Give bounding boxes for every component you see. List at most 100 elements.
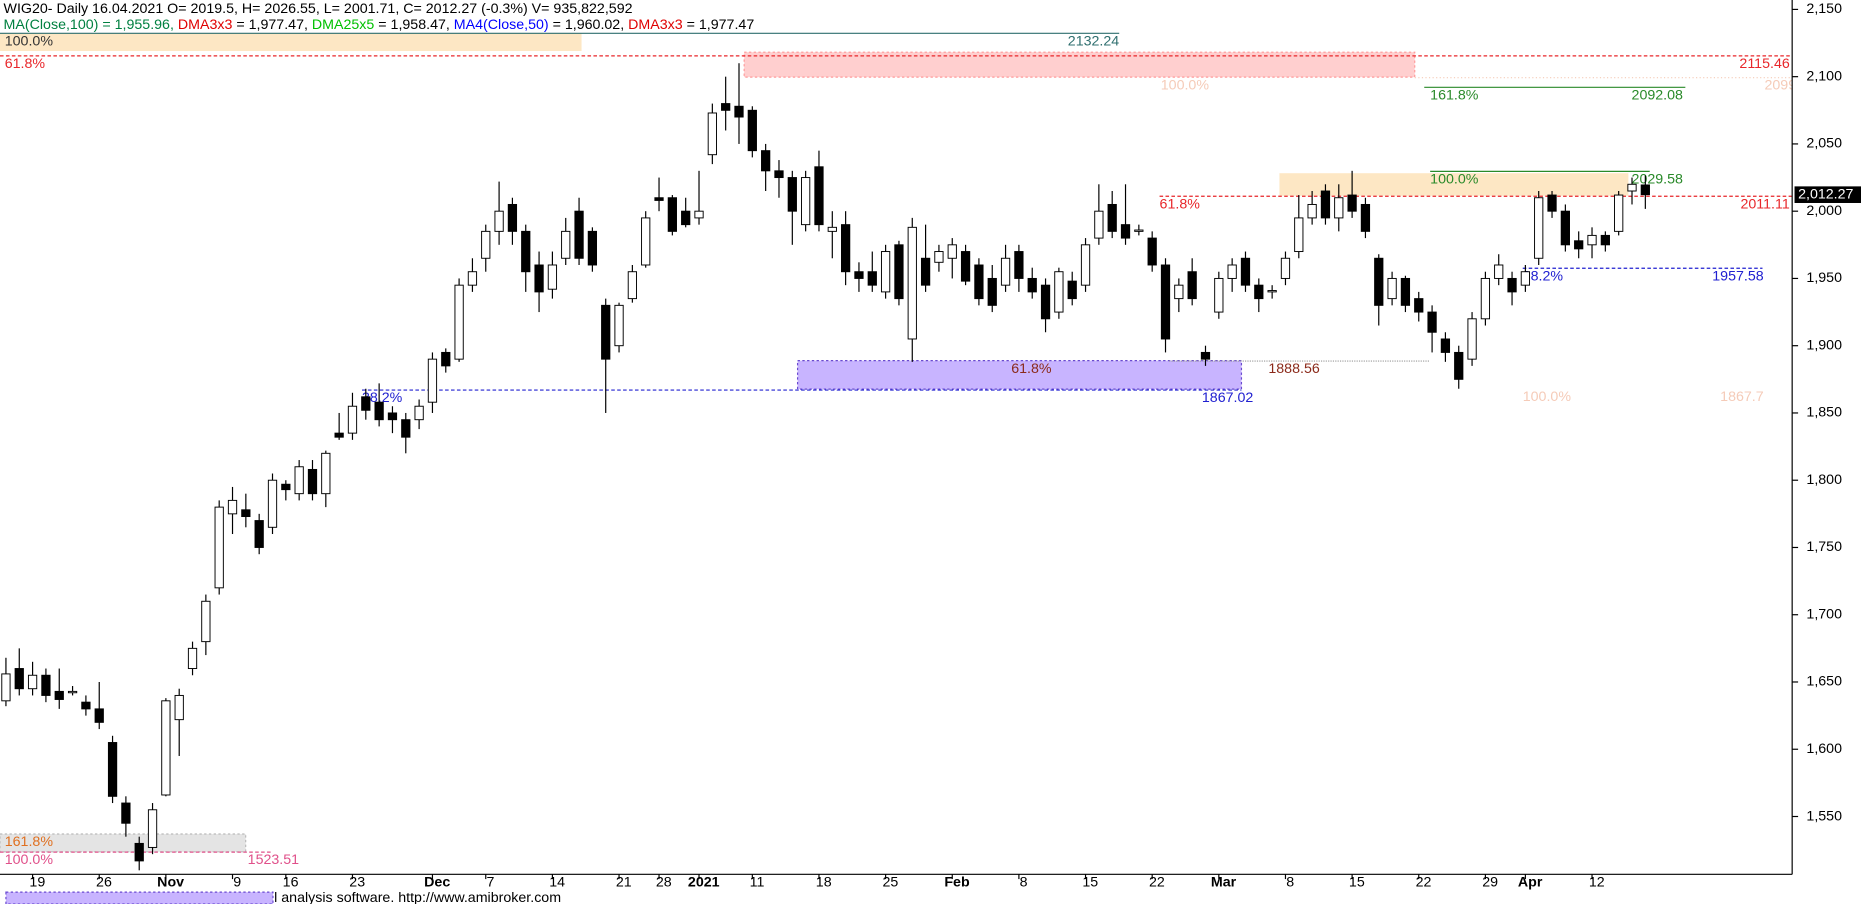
candle-body [1214,277,1224,313]
y-tick-label: 2,000 [1806,203,1842,219]
y-tick-label: 1,850 [1806,405,1842,421]
zone [0,33,582,52]
candle-body [321,452,331,495]
candle-body [241,509,251,518]
x-tick-label: 9 [233,874,241,890]
candle-body [707,112,717,156]
level-value: 2011.11 [1740,196,1789,212]
level-ratio: 100.0% [5,852,54,868]
candle-body [974,264,984,300]
candle-body [987,277,997,306]
price-tag [1794,186,1861,203]
x-tick-label: 8 [1020,874,1028,890]
candle-body [1267,290,1277,293]
candle-body [1307,203,1317,219]
zone [0,833,247,853]
y-tick-label: 1,800 [1806,472,1842,488]
candle-body [1174,284,1184,300]
y-tick-label: 1,950 [1806,270,1842,286]
candle-body [1160,264,1171,340]
levels: 100.0% 2132.24 61.8% 2115.46 100.0% 2099.26 16… [0,32,1793,868]
x-tick-label: Dec [424,874,450,890]
candle-body [1414,298,1424,313]
x-tick-label: 8 [1286,874,1294,890]
legend-item: DMA25x5 [312,17,375,33]
x-tick-label: Apr [1518,874,1543,890]
candle-body [1427,311,1437,333]
candle-body [587,230,598,266]
candle-body [761,150,771,172]
candle-body [907,226,917,340]
price-tag-label: 2,012.27 [1798,186,1853,202]
candle-body [14,668,24,690]
y-tick-label: 1,700 [1806,606,1842,622]
candle-body [1000,257,1011,286]
candle-body [574,210,584,259]
legend-item: DMA3x3 [628,17,683,33]
candle-body [681,210,691,226]
x-tick-label: 7 [487,874,495,890]
candle-body [867,271,877,286]
level-value: 2115.46 [1739,56,1789,72]
candle-body [94,708,104,723]
x-tick-label: Nov [157,874,184,890]
level-value: 1523.51 [248,852,300,868]
candle-body [1200,351,1211,360]
candle-body [1467,318,1477,360]
level-value: 1867.02 [1202,390,1254,406]
x-tick-label: 29 [1482,874,1498,890]
level-ratio: 61.8% [1011,361,1052,377]
candle-body [1,673,11,702]
y-tick-label: 1,900 [1806,337,1842,353]
candle-body [454,284,464,360]
candle-body [174,694,184,721]
candle-body [1080,244,1091,286]
candle-body [1187,271,1197,300]
candle-body [1134,229,1144,232]
candle-body [894,244,904,300]
x-tick-label: 12 [1589,874,1605,890]
x-tick-label: Feb [944,874,970,890]
candle-body [1347,194,1357,212]
x-tick-label: 22 [1416,874,1432,890]
candle-body [1054,271,1064,313]
zone [796,360,1243,390]
footer: l analysis software. http://www.amibroke… [274,890,561,904]
candles [1,63,1650,871]
candle-body [1320,190,1331,219]
candle-body [814,166,824,226]
y-tick-label: 1,550 [1806,808,1842,824]
candle-body [534,264,544,293]
candle-body [561,230,571,259]
x-tick-label: 23 [349,874,365,890]
level-ratio: 61.8% [5,56,46,72]
zone [1279,173,1629,196]
candle-body [81,701,91,710]
candle-body [1027,277,1037,293]
candle-body [1360,203,1371,232]
candle-body [214,506,224,589]
candle-body [134,842,144,862]
x-tick-label: 21 [616,874,632,890]
candle-body [201,600,211,643]
candle-body [1240,257,1251,286]
candle-body [1387,277,1397,300]
candle-body [254,520,264,548]
footer-zone [5,891,274,904]
candle-body [774,170,784,179]
level-ratio: 38.2% [362,390,403,406]
candle-body [427,358,438,403]
candle-body [601,304,611,360]
candle-body [1480,277,1491,320]
candle-body [1094,210,1104,239]
candle-body [934,251,944,263]
candle-body [721,103,731,111]
legend-item: = 1,958.47, [374,17,453,33]
candle-body [1534,197,1544,259]
x-tick-label: 28 [656,874,672,890]
level-value: 1888.56 [1268,361,1320,377]
candle-body [54,690,64,700]
candle-body [187,647,198,670]
indicator-legend: MA(Close,100) = 1,955.96, DMA3x3 = 1,977… [4,17,755,33]
